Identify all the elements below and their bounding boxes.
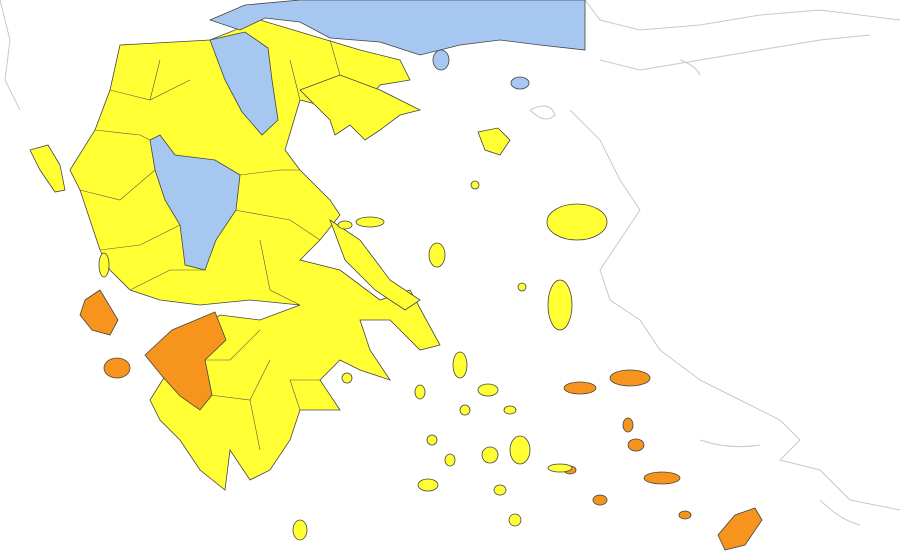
skyros [428,242,446,268]
leros [622,417,634,433]
ios [493,484,507,496]
kea [414,384,426,400]
agios-efstratios [470,180,480,190]
paros [481,446,499,464]
samos [563,381,597,395]
kos [643,471,681,485]
tinos [477,383,499,397]
corfu [29,144,66,193]
nisyros [592,494,608,506]
lesvos [546,203,608,241]
naxos [509,435,531,465]
rhodes [717,507,763,551]
lemnos [477,127,511,156]
aegina [341,372,353,384]
santorini [508,513,522,527]
turkey-coast [0,0,900,511]
north-region [208,0,586,56]
psara [517,282,527,292]
kalymnos [627,438,645,452]
chios [547,279,573,331]
central-region [149,134,241,271]
halkidiki [299,74,422,141]
ikaria [609,369,651,387]
borders [79,39,341,451]
thasos [432,49,450,71]
west-peloponnese [144,311,227,411]
zakynthos [103,357,131,379]
mykonos [503,405,517,415]
coast-detail [529,59,861,526]
kythira [292,519,308,541]
andros [452,351,468,379]
serifos [426,434,438,446]
amorgos [547,463,573,473]
macedonia-region [209,31,279,136]
evia [329,218,421,311]
skopelos [337,220,353,230]
tilos [678,510,692,520]
syros [459,404,471,416]
milos [417,478,439,492]
sifnos [444,453,456,467]
alonissos [355,216,385,228]
lefkada [98,252,110,278]
samothraki [510,76,530,90]
kefalonia [79,289,119,336]
